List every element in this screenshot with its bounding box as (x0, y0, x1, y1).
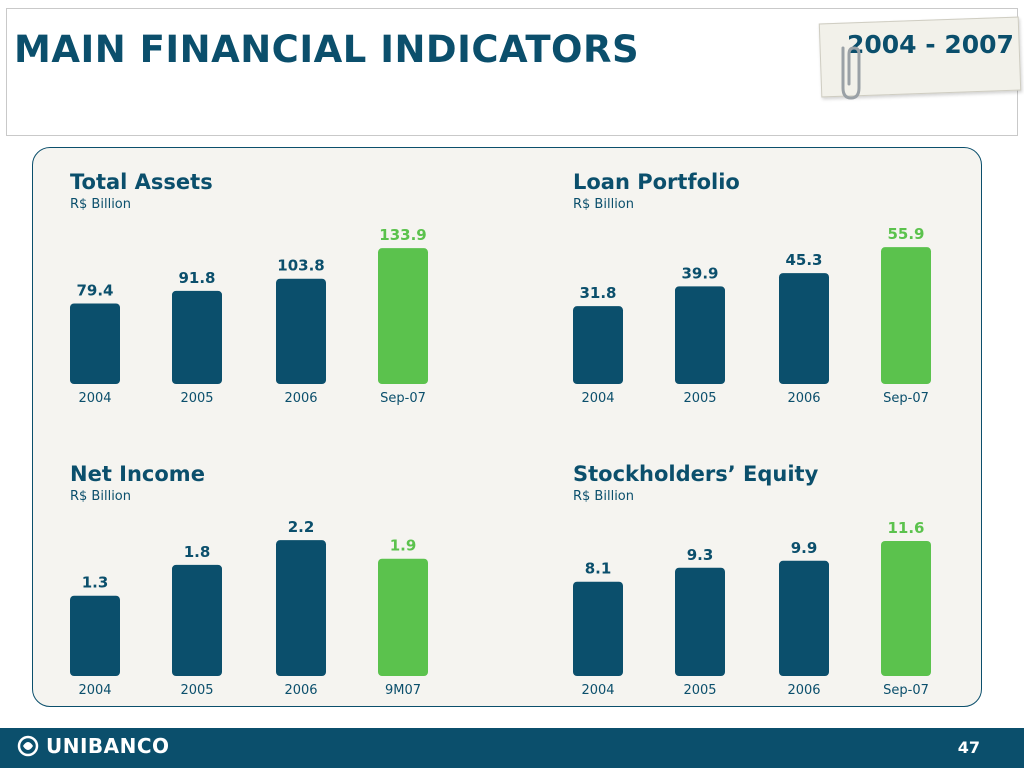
chart-plot: 79.4 2004 91.8 2005 103.8 2006 133.9 Sep-07 (70, 226, 428, 406)
value-label: 133.9 (379, 226, 426, 244)
page-number: 47 (957, 738, 980, 757)
bar-2005 (675, 567, 725, 676)
chart-title: Net Income (70, 462, 205, 486)
bar-2006 (276, 540, 326, 676)
bar-2004 (70, 303, 120, 384)
value-label: 45.3 (785, 251, 822, 269)
chart-plot: 1.3 2004 1.8 2005 2.2 2006 1.9 9M07 (70, 518, 428, 698)
tick-label: 2004 (581, 683, 614, 698)
bar-2006 (779, 273, 829, 384)
footer-bar: UNIBANCO 47 (0, 728, 1024, 768)
value-label: 9.3 (687, 546, 714, 564)
bar-sep-07 (881, 247, 931, 384)
page-title: MAIN FINANCIAL INDICATORS (14, 28, 640, 71)
chart-unit: R$ Billion (70, 489, 131, 504)
chart-plot: 31.8 2004 39.9 2005 45.3 2006 55.9 Sep-07 (573, 225, 931, 406)
tick-label: 2005 (180, 683, 213, 698)
tick-label: 2005 (180, 391, 213, 406)
chart-total-assets: Total Assets R$ Billion 79.4 2004 91.8 2005… (70, 170, 510, 430)
chart-loan-portfolio: Loan Portfolio R$ Billion 31.8 2004 39.9 20… (573, 170, 1013, 430)
bar-2004 (573, 306, 623, 384)
value-label: 31.8 (579, 284, 616, 302)
value-label: 2.2 (288, 518, 315, 536)
chart-title: Total Assets (70, 170, 213, 194)
value-label: 79.4 (76, 281, 113, 299)
bar-2006 (779, 560, 829, 676)
chart-title: Loan Portfolio (573, 170, 740, 194)
value-label: 39.9 (681, 264, 718, 282)
bar-2006 (276, 278, 326, 384)
tick-label: 2006 (787, 683, 820, 698)
bar-2005 (172, 564, 222, 676)
tick-label: 2005 (683, 391, 716, 406)
brand-name: UNIBANCO (46, 734, 170, 758)
chart-unit: R$ Billion (70, 197, 131, 212)
bar-sep-07 (378, 248, 428, 384)
bar-2005 (675, 286, 725, 384)
chart-title: Stockholders’ Equity (573, 462, 819, 486)
value-label: 1.3 (82, 574, 109, 592)
chart-unit: R$ Billion (573, 489, 634, 504)
value-label: 55.9 (887, 225, 924, 243)
value-label: 1.9 (390, 537, 417, 555)
chart-plot: 8.1 2004 9.3 2005 9.9 2006 11.6 Sep-07 (573, 519, 931, 698)
chart-net-income: Net Income R$ Billion 1.3 2004 1.8 2005 2.2 2… (70, 462, 510, 722)
tick-label: Sep-07 (883, 391, 929, 406)
tick-label: 2006 (284, 683, 317, 698)
tick-label: Sep-07 (883, 683, 929, 698)
tick-label: 2004 (581, 391, 614, 406)
bar-2004 (70, 595, 120, 676)
header-white-overlay (8, 9, 730, 95)
value-label: 8.1 (585, 560, 612, 578)
paperclip-icon (841, 46, 861, 100)
tick-label: 2004 (78, 391, 111, 406)
value-label: 91.8 (178, 269, 215, 287)
tick-label: 2004 (78, 683, 111, 698)
unibanco-logo-icon (17, 735, 39, 757)
brand-logo: UNIBANCO (16, 734, 170, 758)
tick-label: 9M07 (385, 683, 421, 698)
tick-label: 2006 (284, 391, 317, 406)
indicators-panel: Total Assets R$ Billion 79.4 2004 91.8 2005… (32, 147, 982, 707)
chart-stockholders-equity: Stockholders’ Equity R$ Billion 8.1 2004 9… (573, 462, 1013, 722)
tick-label: 2005 (683, 683, 716, 698)
chart-unit: R$ Billion (573, 197, 634, 212)
period-label: 2004 - 2007 (847, 30, 1014, 59)
tick-label: Sep-07 (380, 391, 426, 406)
bar-sep-07 (881, 540, 931, 676)
bar-9m07 (378, 558, 428, 676)
value-label: 9.9 (791, 539, 818, 557)
tick-label: 2006 (787, 391, 820, 406)
value-label: 11.6 (887, 519, 924, 537)
value-label: 1.8 (184, 543, 211, 561)
value-label: 103.8 (277, 257, 324, 275)
bar-2005 (172, 290, 222, 384)
bar-2004 (573, 581, 623, 676)
